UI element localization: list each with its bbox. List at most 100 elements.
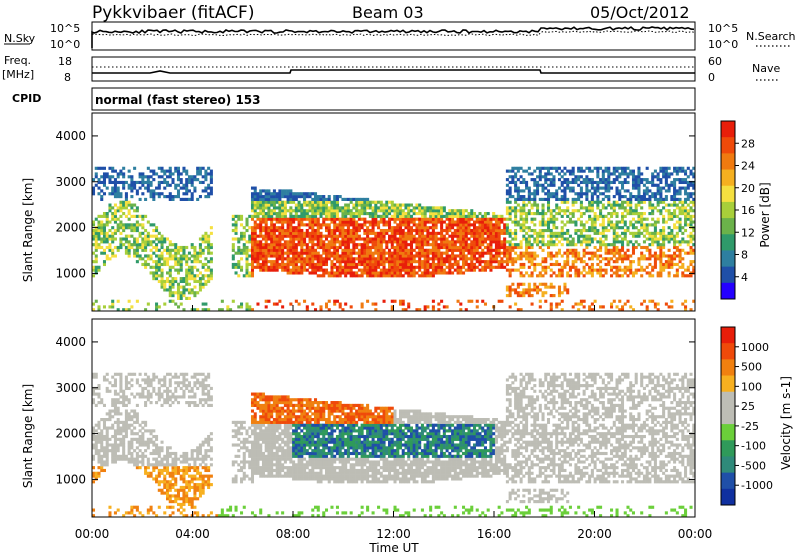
heatmap-cell (303, 248, 307, 252)
heatmap-cell (374, 268, 378, 272)
heatmap-cell (423, 209, 427, 213)
heatmap-cell (368, 240, 372, 244)
heatmap-cell (193, 274, 197, 278)
heatmap-cell (420, 212, 424, 216)
heatmap-cell (281, 228, 285, 233)
heatmap-cell (398, 217, 403, 221)
heatmap-cell (588, 169, 592, 173)
nave-right-tick-bottom: 0 (708, 71, 715, 84)
heatmap-cell (264, 299, 268, 303)
heatmap-cell (245, 262, 249, 267)
heatmap-cell (566, 260, 570, 264)
heatmap-cell (308, 209, 312, 213)
heatmap-cell (648, 200, 652, 204)
heatmap-cell (187, 178, 191, 182)
heatmap-cell (374, 223, 378, 227)
heatmap-cell (303, 197, 307, 201)
heatmap-cell (533, 178, 537, 182)
heatmap-cell (135, 237, 139, 241)
heatmap-cell (626, 180, 630, 185)
heatmap-cell (237, 262, 241, 267)
heatmap-cell (207, 251, 211, 255)
heatmap-cell (281, 260, 285, 264)
heatmap-cell (281, 220, 285, 224)
heatmap-cell (505, 226, 509, 230)
heatmap-cell (631, 234, 635, 238)
heatmap-cell (371, 254, 375, 258)
heatmap-cell (426, 274, 430, 278)
heatmap-cell (393, 240, 397, 244)
heatmap-cell (604, 189, 608, 193)
heatmap-cell (431, 271, 435, 275)
heatmap-cell (675, 192, 679, 196)
heatmap-cell (579, 299, 583, 303)
heatmap-cell (659, 180, 663, 185)
heatmap-cell (475, 243, 479, 247)
heatmap-cell (135, 189, 139, 193)
heatmap-cell (111, 451, 115, 456)
heatmap-cell (275, 234, 279, 238)
heatmap-cell (431, 299, 435, 303)
heatmap-cell (278, 220, 282, 224)
heatmap-cell (516, 189, 520, 193)
heatmap-cell (368, 220, 372, 224)
heatmap-cell (642, 192, 646, 196)
heatmap-cell (187, 189, 191, 193)
heatmap-cell (253, 257, 257, 261)
heatmap-cell (231, 265, 235, 269)
heatmap-cell (270, 214, 274, 218)
heatmap-cell (516, 197, 520, 201)
heatmap-cell (382, 271, 386, 275)
heatmap-cell (404, 308, 408, 312)
heatmap-cell (111, 409, 115, 413)
heatmap-cell (352, 271, 356, 275)
heatmap-cell (503, 260, 507, 264)
heatmap-cell (525, 186, 529, 190)
heatmap-cell (330, 200, 334, 204)
heatmap-cell (434, 243, 438, 247)
heatmap-cell (623, 265, 627, 269)
heatmap-cell (541, 268, 545, 272)
heatmap-cell (349, 305, 353, 309)
heatmap-cell (382, 223, 386, 227)
heatmap-cell (163, 180, 167, 185)
heatmap-cell (187, 288, 191, 292)
heatmap-cell (514, 172, 518, 176)
heatmap-cell (371, 212, 375, 216)
heatmap-cell (656, 217, 660, 221)
heatmap-cell (552, 220, 556, 224)
heatmap-cell (599, 260, 603, 264)
heatmap-cell (621, 243, 625, 247)
heatmap-cell (544, 260, 548, 264)
heatmap-cell (601, 226, 605, 230)
heatmap-cell (152, 172, 156, 176)
heatmap-cell (610, 248, 614, 252)
heatmap-cell (456, 220, 460, 224)
heatmap-cell (171, 248, 175, 252)
heatmap-cell (656, 178, 660, 182)
heatmap-cell (503, 237, 507, 241)
heatmap-cell (546, 189, 551, 193)
heatmap-cell (308, 248, 312, 252)
heatmap-cell (234, 265, 238, 269)
heatmap-cell (596, 268, 600, 272)
heatmap-cell (382, 209, 386, 213)
heatmap-cell (207, 265, 211, 269)
heatmap-cell (119, 401, 123, 405)
heatmap-cell (415, 260, 419, 264)
heatmap-cell (442, 271, 446, 275)
heatmap-cell (94, 248, 98, 252)
heatmap-cell (149, 254, 153, 258)
heatmap-cell (629, 172, 633, 176)
heatmap-cell (319, 200, 323, 204)
heatmap-cell (396, 257, 400, 261)
heatmap-cell (113, 457, 117, 461)
heatmap-cell (621, 231, 625, 235)
heatmap-cell (686, 175, 690, 179)
heatmap-cell (686, 234, 690, 238)
heatmap-cell (396, 268, 400, 272)
heatmap-cell (662, 251, 666, 255)
heatmap-cell (311, 251, 315, 255)
heatmap-cell (314, 217, 318, 221)
